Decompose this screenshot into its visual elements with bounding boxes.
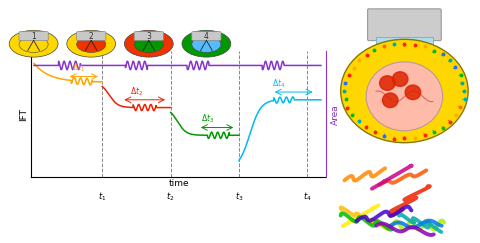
FancyBboxPatch shape [376,37,433,50]
Text: $\Delta t_1$: $\Delta t_1$ [72,62,85,75]
Circle shape [392,72,408,86]
Text: $t_2$: $t_2$ [167,190,175,202]
Text: $\Delta t_3$: $\Delta t_3$ [201,113,214,125]
Text: $t_1$: $t_1$ [98,190,107,202]
Text: $\Delta t_4$: $\Delta t_4$ [272,78,285,90]
Ellipse shape [341,39,468,143]
Circle shape [383,93,398,108]
Text: $t_3$: $t_3$ [235,190,243,202]
Text: $\Delta t_2$: $\Delta t_2$ [130,85,143,98]
Text: 3: 3 [146,32,151,41]
Text: $t_4$: $t_4$ [303,190,312,202]
X-axis label: time: time [168,179,189,188]
Text: 2: 2 [89,32,94,41]
Text: 4: 4 [204,32,209,41]
FancyBboxPatch shape [368,9,441,41]
Y-axis label: Area: Area [331,104,339,125]
Circle shape [380,76,395,90]
Ellipse shape [366,62,443,131]
Circle shape [405,85,420,100]
Y-axis label: IFT: IFT [19,108,28,121]
Text: 1: 1 [31,32,36,41]
